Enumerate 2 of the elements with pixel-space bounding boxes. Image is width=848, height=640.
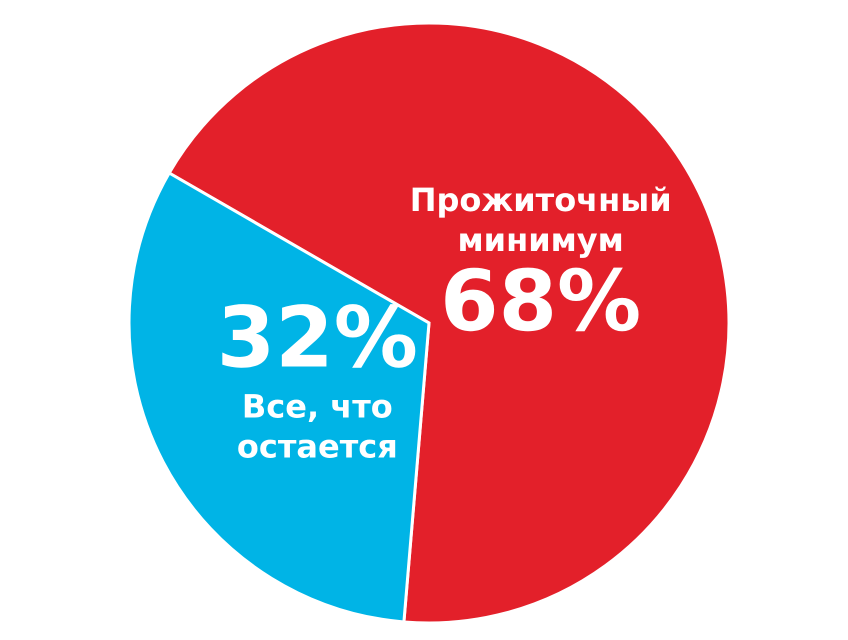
data-label: 32% [216, 288, 418, 387]
slice-label: Все, что остается [236, 388, 398, 466]
